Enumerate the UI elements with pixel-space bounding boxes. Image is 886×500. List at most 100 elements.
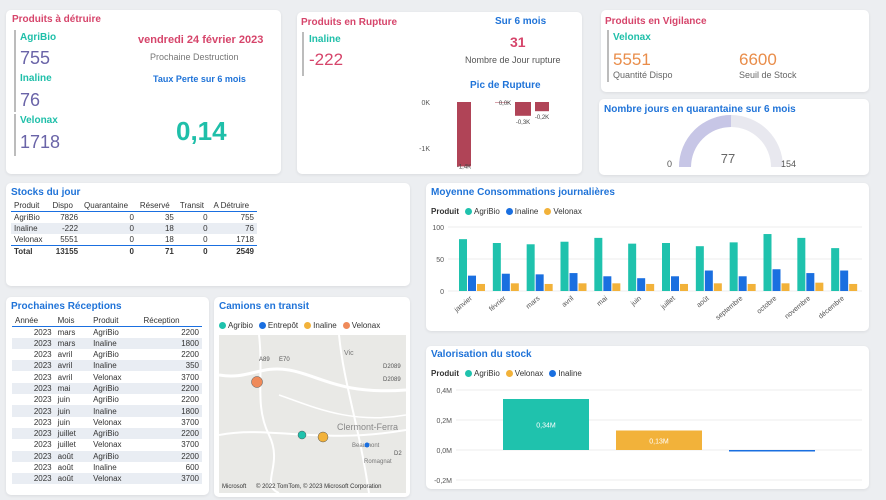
accent-bar bbox=[14, 30, 16, 72]
table-cell: 2023 bbox=[33, 395, 52, 405]
table-cell: avril bbox=[57, 350, 73, 360]
table-row[interactable]: 2023 mai AgriBio 2200 bbox=[12, 382, 202, 395]
conso-bar-inaline[interactable] bbox=[468, 275, 476, 291]
conso-bar-velonax[interactable] bbox=[510, 283, 519, 291]
conso-bar-velonax[interactable] bbox=[781, 283, 790, 291]
conso-bar-velonax[interactable] bbox=[477, 283, 485, 291]
table-cell: 3700 bbox=[181, 440, 199, 450]
table-cell: 2023 bbox=[33, 440, 52, 450]
col-header[interactable]: Réception bbox=[143, 315, 180, 325]
legend-velonax: Velonax bbox=[342, 321, 380, 330]
velonax-marker[interactable] bbox=[251, 376, 263, 388]
table-row[interactable]: 2023 avril Inaline 350 bbox=[12, 360, 202, 372]
conso-bar-inaline[interactable] bbox=[569, 273, 578, 291]
table-row[interactable]: 2023 juin Velonax 3700 bbox=[12, 417, 202, 428]
col-header[interactable]: A Détruire bbox=[213, 201, 250, 210]
conso-bar-velonax[interactable] bbox=[849, 283, 858, 291]
conso-bar-inaline[interactable] bbox=[704, 270, 713, 291]
table-cell: avril bbox=[57, 361, 73, 371]
table-row[interactable]: 2023 mars AgriBio 2200 bbox=[12, 326, 202, 337]
conso-bar-inaline[interactable] bbox=[637, 278, 646, 291]
conso-bar-inaline[interactable] bbox=[671, 276, 679, 291]
y-tick: 0 bbox=[440, 289, 444, 296]
table-row[interactable]: 2023 mars Inaline 1800 bbox=[12, 337, 202, 349]
conso-bar-agribio[interactable] bbox=[492, 243, 501, 291]
conso-bar-inaline[interactable] bbox=[840, 270, 849, 291]
table-row[interactable]: 2023 avril Velonax 3700 bbox=[12, 371, 202, 382]
col-header[interactable]: Dispo bbox=[52, 201, 73, 210]
table-cell: AgriBio bbox=[93, 451, 119, 461]
table-row[interactable]: 2023 juillet AgriBio 2200 bbox=[12, 427, 202, 440]
conso-bar-agribio[interactable] bbox=[831, 248, 840, 291]
conso-bar-inaline[interactable] bbox=[806, 273, 815, 291]
pic-bar[interactable] bbox=[515, 102, 531, 116]
table-cell: Velonax bbox=[93, 372, 122, 382]
table-cell: 2023 bbox=[33, 372, 52, 382]
valo-bar[interactable] bbox=[729, 450, 815, 452]
pic-bar[interactable] bbox=[495, 102, 509, 103]
conso-bar-agribio[interactable] bbox=[459, 239, 467, 291]
conso-bar-agribio[interactable] bbox=[797, 237, 806, 291]
x-tick: juin bbox=[629, 295, 643, 308]
col-header[interactable]: Réservé bbox=[139, 201, 170, 210]
table-row[interactable]: 2023 août Velonax 3700 bbox=[12, 473, 202, 485]
transit-card: Camions en transit Agribio Entrepôt Inal… bbox=[214, 297, 410, 497]
agribio-marker[interactable] bbox=[297, 430, 307, 440]
table-row[interactable]: 2023 juin AgriBio 2200 bbox=[12, 394, 202, 405]
table-row[interactable]: Velonax 5551 0 18 0 1718 bbox=[14, 235, 254, 244]
col-header[interactable]: Transit bbox=[179, 201, 205, 210]
valo-bar[interactable] bbox=[503, 399, 589, 450]
table-row[interactable]: 2023 août Inaline 600 bbox=[12, 462, 202, 473]
entrepot-marker[interactable] bbox=[364, 442, 370, 448]
col-header[interactable]: Produit bbox=[93, 315, 119, 325]
conso-bar-velonax[interactable] bbox=[713, 283, 722, 291]
table-row[interactable]: 2023 avril AgriBio 2200 bbox=[12, 349, 202, 360]
table-row[interactable]: 2023 juillet Velonax 3700 bbox=[12, 439, 202, 450]
table-cell: 2023 bbox=[33, 417, 52, 427]
table-cell: AgriBio bbox=[93, 327, 119, 337]
pic-data-label: 0,0K bbox=[499, 101, 511, 107]
conso-bar-agribio[interactable] bbox=[526, 244, 535, 291]
conso-bar-inaline[interactable] bbox=[772, 269, 781, 291]
table-cell: AgriBio bbox=[93, 429, 119, 439]
conso-bar-agribio[interactable] bbox=[729, 242, 738, 291]
velonax-label: Velonax bbox=[20, 115, 58, 126]
legend-velonax: Velonax bbox=[505, 369, 543, 378]
conso-bar-velonax[interactable] bbox=[544, 283, 553, 291]
table-row[interactable]: 2023 août AgriBio 2200 bbox=[12, 450, 202, 462]
conso-bar-velonax[interactable] bbox=[815, 282, 824, 291]
conso-bar-inaline[interactable] bbox=[738, 276, 747, 291]
conso-bar-agribio[interactable] bbox=[763, 234, 772, 291]
conso-bar-velonax[interactable] bbox=[578, 283, 587, 291]
inaline-marker[interactable] bbox=[317, 431, 329, 443]
col-header[interactable]: Année bbox=[15, 315, 39, 325]
table-cell: AgriBio bbox=[93, 395, 119, 405]
conso-card: Moyenne Consommations journalières Produ… bbox=[426, 183, 869, 331]
conso-bar-velonax[interactable] bbox=[680, 283, 688, 291]
conso-bar-velonax[interactable] bbox=[612, 283, 621, 291]
conso-bar-agribio[interactable] bbox=[662, 243, 670, 291]
conso-bar-agribio[interactable] bbox=[560, 241, 569, 291]
table-row[interactable]: 2023 juin Inaline 1800 bbox=[12, 405, 202, 417]
conso-bar-velonax[interactable] bbox=[646, 283, 655, 291]
table-row[interactable]: AgriBio 7826 0 35 0 755 bbox=[14, 213, 254, 222]
x-tick: septembre bbox=[715, 295, 745, 322]
conso-bar-agribio[interactable] bbox=[628, 243, 637, 291]
stocks-card: Stocks du jour Produit Dispo Quarantaine… bbox=[6, 183, 410, 286]
table-cell: mars bbox=[57, 338, 76, 348]
col-header[interactable]: Produit bbox=[14, 201, 40, 210]
col-header[interactable]: Mois bbox=[57, 315, 75, 325]
valo-bar[interactable] bbox=[616, 430, 702, 451]
conso-bar-agribio[interactable] bbox=[594, 237, 603, 291]
transit-map[interactable]: A89 E70 Vic D2089 D2089 Clermont-Ferra B… bbox=[219, 335, 406, 493]
conso-bar-inaline[interactable] bbox=[535, 274, 544, 291]
table-row[interactable]: Inaline -222 0 18 0 76 bbox=[11, 223, 257, 234]
pic-bar[interactable] bbox=[535, 102, 549, 112]
pic-bar[interactable] bbox=[457, 102, 471, 167]
conso-bar-agribio[interactable] bbox=[695, 246, 704, 291]
conso-bar-velonax[interactable] bbox=[747, 283, 756, 291]
conso-bar-inaline[interactable] bbox=[501, 273, 510, 291]
conso-bar-inaline[interactable] bbox=[603, 276, 612, 291]
destroy-title: Produits à détruire bbox=[12, 14, 101, 25]
col-header[interactable]: Quarantaine bbox=[84, 201, 129, 210]
